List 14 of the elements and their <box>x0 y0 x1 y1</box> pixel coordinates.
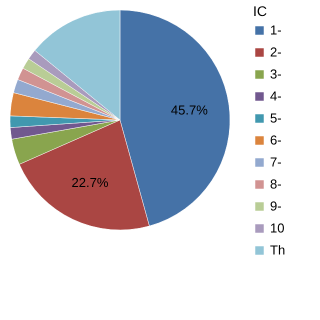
legend-label: 9- <box>270 198 282 214</box>
legend-label: 7- <box>270 154 282 170</box>
legend-label: Th <box>270 242 286 258</box>
legend-label: 4- <box>270 88 282 104</box>
legend-title: IC <box>253 3 267 19</box>
data-label: 22.7% <box>72 175 109 190</box>
legend-label: 2- <box>270 44 282 60</box>
legend-label: 1- <box>270 22 282 38</box>
legend-label: 3- <box>270 66 282 82</box>
legend-label: 6- <box>270 132 282 148</box>
legend-label: 10 <box>270 220 284 236</box>
legend-label: 5- <box>270 110 282 126</box>
data-label: 45.7% <box>170 102 208 118</box>
legend-label: 8- <box>270 176 282 192</box>
